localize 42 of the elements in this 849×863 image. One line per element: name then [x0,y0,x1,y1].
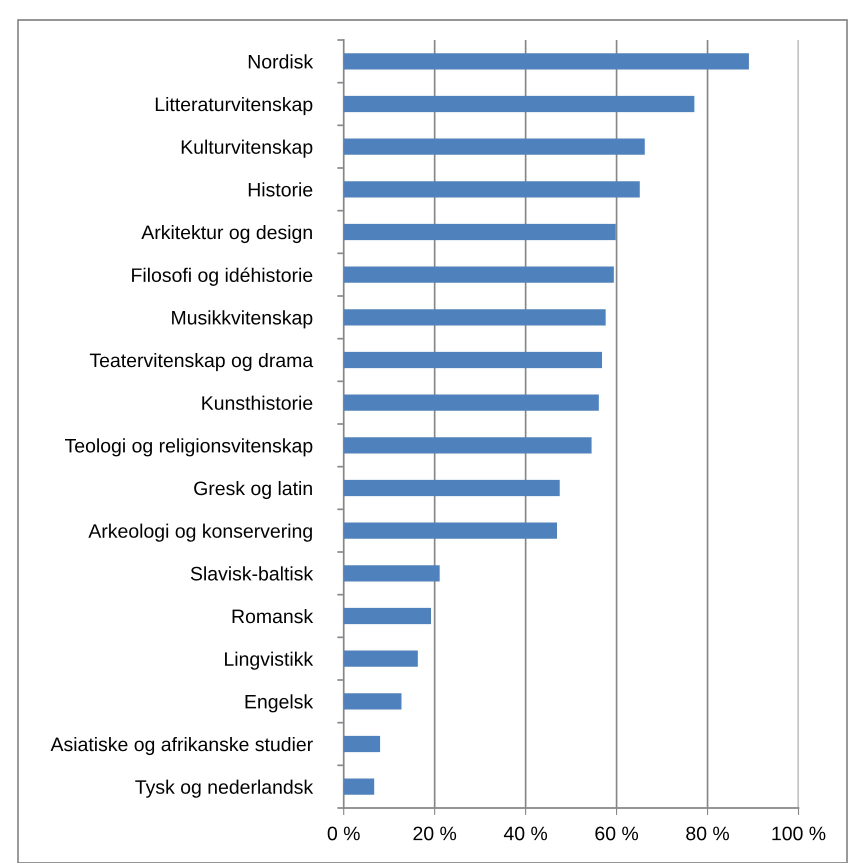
bar [344,266,614,283]
bar [344,522,557,539]
x-tick-label: 60 % [595,826,638,840]
bar [344,309,606,326]
y-tick-label: Teatervitenskap og drama [90,352,314,372]
y-tick-label: Romansk [232,608,314,624]
y-tick-label: Teologi og religionsvitenskap [64,438,312,456]
y-tick-label: Engelsk [246,694,314,712]
bar [344,437,592,454]
y-tick-label: Historie [248,182,312,197]
y-tick-label: Gresk og latin [194,480,312,500]
y-tick-label: Slavisk-baltisk [190,566,314,581]
bar [344,138,645,155]
bar [344,96,694,112]
bar [344,693,402,710]
bar [344,181,640,198]
y-tick-label: Arkitektur og design [141,224,312,244]
y-tick-label: Tysk og nederlandsk [135,780,314,798]
bar [344,650,418,667]
bar [344,778,374,795]
y-tick-label: Musikkvitenskap [172,310,312,328]
y-tick-label: Litteraturvitenskap [156,96,312,116]
y-tick-label: Kunsthistorie [202,396,312,410]
y-tick-label: Filosofi og idéhistorie [132,268,312,286]
bar [344,565,440,582]
x-tick-label: 80 % [686,826,730,840]
bar [344,608,432,624]
x-tick-label: 100 % [772,826,826,840]
bar [344,736,380,752]
bar [344,224,616,240]
x-tick-label: 0 % [328,826,360,840]
bar [344,480,560,496]
bar [344,394,599,411]
y-tick-label: Kulturvitenskap [182,140,312,158]
y-tick-label: Asiatiske og afrikanske studier [50,736,313,756]
bar [344,53,749,70]
y-tick-label: Arkeologi og konservering [88,524,312,542]
bar [344,352,602,368]
x-tick-label: 20 % [413,826,456,840]
y-tick-label: Nordisk [248,54,314,69]
x-tick-label: 40 % [504,826,548,840]
y-tick-label: Lingvistikk [225,652,314,670]
